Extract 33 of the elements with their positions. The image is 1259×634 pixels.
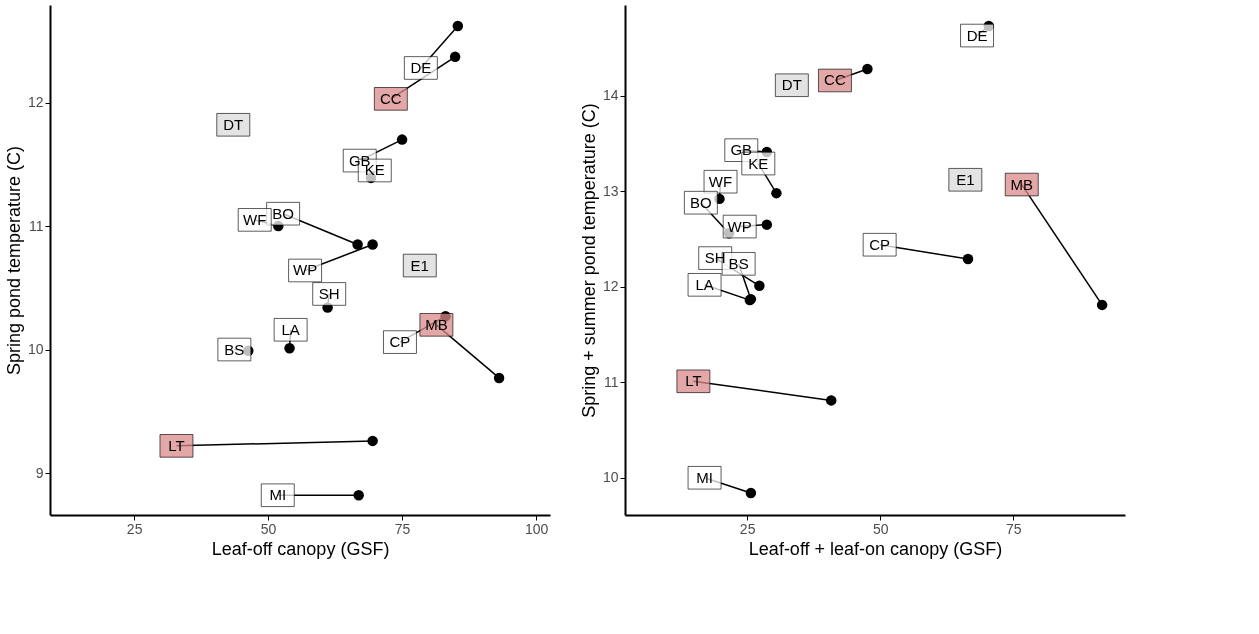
x-tick-label: 100 (524, 520, 549, 537)
annotation: DE (966, 26, 988, 44)
y-tick-label: 14 (602, 87, 619, 104)
y-tick-label: 10 (602, 469, 619, 486)
x-tick-label: 50 (260, 520, 277, 537)
y-tick-label: 11 (603, 373, 619, 390)
annotation: CC (824, 71, 846, 89)
x-axis-title: Leaf-off + leaf-on canopy (GSF) (748, 538, 1003, 559)
annotation: MB (1010, 175, 1033, 193)
y-axis-title: Spring pond temperature (C) (3, 145, 24, 376)
y-tick-label: 11 (28, 217, 44, 234)
annotation: BO (689, 193, 712, 211)
y-tick-label: 12 (27, 94, 44, 111)
annotation: WF (708, 172, 733, 190)
x-tick-label: 25 (126, 520, 143, 537)
x-tick-label: 50 (872, 520, 889, 537)
x-tick-label: 75 (1005, 520, 1022, 537)
x-tick-label: 25 (739, 520, 756, 537)
annotation: LT (685, 372, 702, 390)
y-tick-label: 9 (35, 464, 44, 481)
annotation: CP (869, 235, 891, 253)
x-axis-title: Leaf-off canopy (GSF) (211, 538, 390, 559)
annotation: E1 (410, 256, 429, 274)
annotation: WP (293, 261, 318, 279)
annotation: BO (272, 204, 294, 222)
annotation: KE (748, 154, 769, 172)
y-axis-title: Spring + summer pond temperature (C) (578, 103, 599, 418)
y-tick-label: 10 (27, 341, 44, 358)
annotation: BS (224, 340, 245, 358)
y-tick-label: 13 (602, 182, 619, 199)
x-tick-label: 75 (394, 520, 411, 537)
annotation: WP (727, 217, 752, 235)
y-tick-label: 12 (602, 278, 619, 295)
